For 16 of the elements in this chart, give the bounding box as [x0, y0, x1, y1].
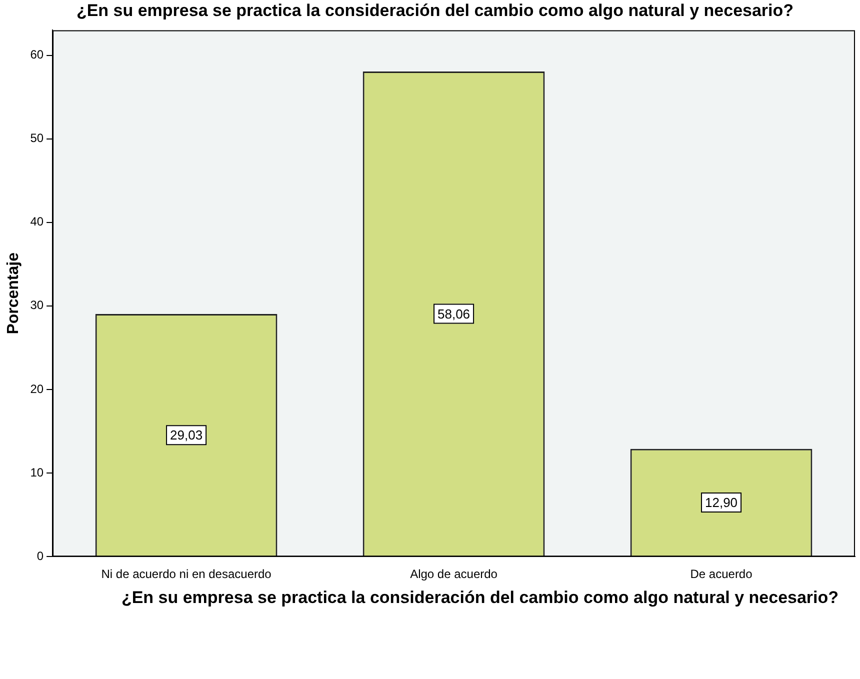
y-tick-label: 0: [36, 548, 44, 563]
y-tick-label: 50: [30, 131, 44, 146]
y-tick-label: 40: [30, 214, 44, 229]
data-label: 29,03: [170, 428, 203, 443]
y-tick-label: 30: [30, 298, 44, 312]
chart-title: ¿En su empresa se practica la consideración del cambio como algo natural y necesario?: [75, 1, 795, 20]
x-tick-label: De acuerdo: [690, 567, 753, 582]
x-tick-label: Ni de acuerdo ni en desacuerdo: [101, 567, 272, 582]
y-tick-label: 10: [30, 465, 44, 480]
y-axis-title: Porcentaje: [5, 252, 22, 334]
data-label: 58,06: [438, 306, 470, 322]
x-axis-title: ¿En su empresa se practica la consideración del cambio como algo natural y necesario?: [120, 588, 840, 607]
data-label: 12,90: [704, 495, 738, 510]
y-tick-label: 60: [30, 48, 44, 62]
y-tick-label: 20: [30, 382, 44, 396]
x-tick-label: Algo de acuerdo: [410, 567, 498, 582]
